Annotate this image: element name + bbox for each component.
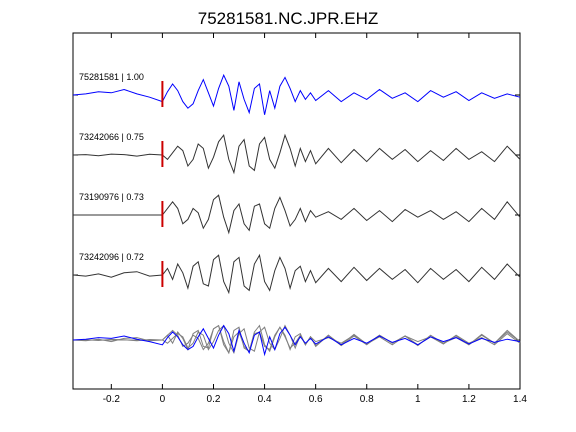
trace-labels: 75281581 | 1.00 73242066 | 0.75 73190976 |…	[79, 72, 144, 262]
x-tick-label: 0.2	[207, 394, 221, 405]
overlay-trace-73242066	[72, 324, 521, 355]
x-tick-label: 0.4	[258, 394, 272, 405]
x-tick-label: -0.2	[103, 394, 121, 405]
trace-label: 75281581 | 1.00	[79, 72, 144, 82]
trace-73242096	[72, 253, 521, 295]
x-tick-label: 1	[415, 394, 421, 405]
overlay-trace-75281581	[72, 324, 521, 357]
x-tick-label: 1.4	[513, 394, 527, 405]
trace-label: 73242096 | 0.72	[79, 252, 144, 262]
chart-title: 75281581.NC.JPR.EHZ	[198, 9, 378, 28]
x-tick-label: 0.8	[360, 394, 374, 405]
trace-73190976	[73, 194, 521, 235]
trace-75281581	[72, 73, 521, 115]
overlay-traces	[72, 324, 521, 357]
x-tick-label: 0.6	[309, 394, 323, 405]
traces	[72, 73, 521, 295]
x-tick-label: 0	[160, 394, 166, 405]
trace-73242066	[72, 133, 521, 175]
axes-frame	[72, 32, 521, 390]
x-tick-label: 1.2	[462, 394, 476, 405]
trace-label: 73190976 | 0.73	[79, 192, 144, 202]
trace-label: 73242066 | 0.75	[79, 132, 144, 142]
